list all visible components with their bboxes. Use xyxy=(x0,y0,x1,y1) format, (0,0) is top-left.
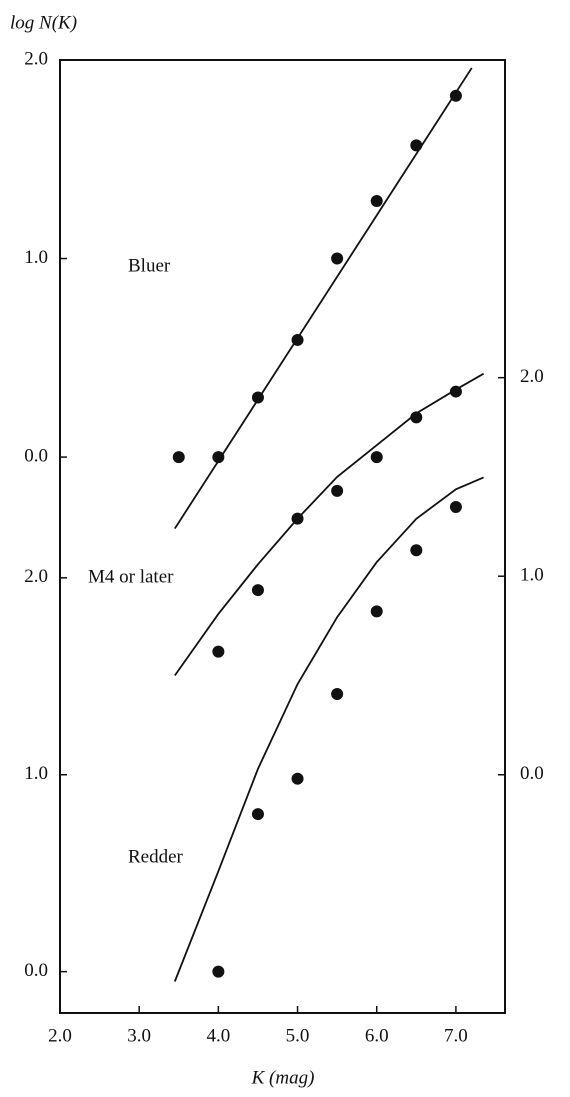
y-tick-label: 1.0 xyxy=(24,763,48,784)
x-tick-label: 6.0 xyxy=(365,1025,389,1046)
data-point xyxy=(410,139,423,152)
data-point xyxy=(291,512,304,525)
x-tick-label: 5.0 xyxy=(286,1025,310,1046)
data-point xyxy=(251,584,264,597)
data-point xyxy=(172,451,185,464)
data-point xyxy=(370,605,383,618)
x-tick-label: 7.0 xyxy=(444,1025,468,1046)
data-point xyxy=(370,194,383,207)
data-point xyxy=(331,484,344,497)
data-point xyxy=(212,965,225,978)
data-point xyxy=(212,451,225,464)
x-axis-label: K (mag) xyxy=(251,1067,315,1088)
y-tick-label: 0.0 xyxy=(24,445,48,466)
data-point xyxy=(331,688,344,701)
data-point xyxy=(449,500,462,513)
data-point xyxy=(410,544,423,557)
x-tick-label: 4.0 xyxy=(206,1025,230,1046)
data-point xyxy=(449,385,462,398)
y-axis-label: log N(K) xyxy=(10,12,77,33)
data-point xyxy=(251,391,264,404)
x-tick-label: 2.0 xyxy=(48,1025,72,1046)
y-tick-label: 2.0 xyxy=(24,566,48,587)
y-tick-label: 0.0 xyxy=(24,960,48,981)
plot-frame xyxy=(59,59,506,1014)
data-point xyxy=(410,411,423,424)
y-tick-label: 2.0 xyxy=(520,366,544,387)
data-point xyxy=(212,645,225,658)
y-tick-label: 1.0 xyxy=(520,565,544,586)
fit-curve xyxy=(173,476,484,982)
series-annotation: Bluer xyxy=(128,255,171,276)
data-point xyxy=(331,252,344,265)
y-tick-label: 0.0 xyxy=(520,763,544,784)
series-annotation: Redder xyxy=(128,846,184,867)
data-point xyxy=(291,772,304,785)
data-point xyxy=(449,89,462,102)
series-annotation: M4 or later xyxy=(88,566,174,587)
data-point xyxy=(251,808,264,821)
data-point xyxy=(291,333,304,346)
x-tick-label: 3.0 xyxy=(127,1025,151,1046)
data-point xyxy=(370,451,383,464)
y-tick-label: 1.0 xyxy=(24,247,48,268)
y-tick-label: 2.0 xyxy=(24,48,48,69)
fit-curve xyxy=(174,372,485,676)
